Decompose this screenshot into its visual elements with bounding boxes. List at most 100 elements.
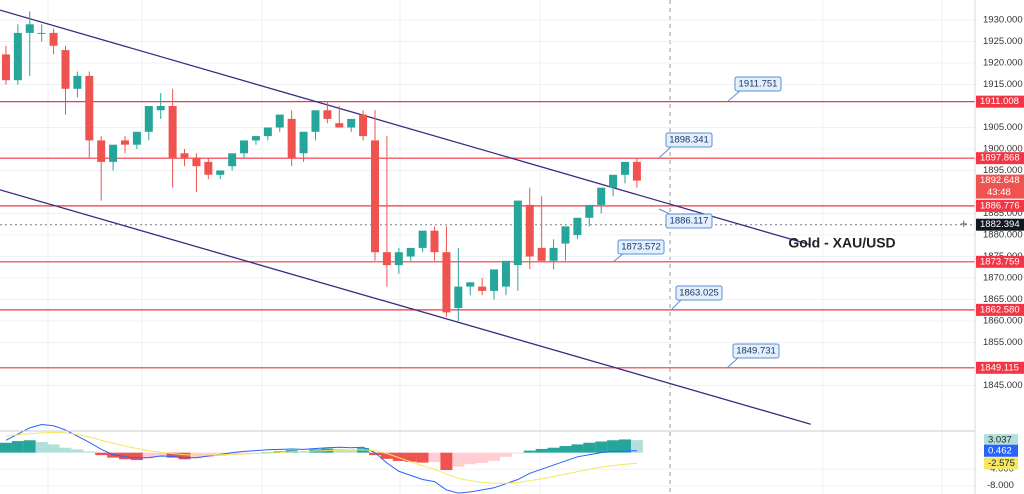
crosshair-plus: + [960, 216, 968, 231]
candle-body [394, 252, 403, 266]
macd-histogram-bar [178, 452, 191, 460]
callout-box [665, 213, 713, 229]
candle-body [61, 50, 70, 89]
callout-box [734, 76, 782, 92]
macd-histogram-bar [511, 452, 524, 454]
macd-histogram-bar [499, 452, 512, 457]
candle-body [371, 140, 379, 253]
macd-histogram-bar [380, 452, 393, 459]
chart-title: Gold - XAU/USD [788, 235, 895, 251]
y-tick-label: 1900.000 [983, 144, 1023, 155]
macd-histogram-bar [369, 452, 381, 456]
level-label-bg [976, 199, 1024, 212]
candle-body [85, 75, 94, 141]
macd-value-bg [984, 457, 1018, 470]
macd-value-bg [984, 434, 1018, 447]
candle-body [204, 161, 213, 175]
callout-box [665, 132, 713, 148]
y-tick-label: 1880.000 [983, 230, 1023, 241]
level-label-bg [976, 95, 1024, 108]
macd-histogram-bar [23, 440, 36, 453]
macd-histogram-bar [523, 450, 536, 453]
candle-body [478, 286, 487, 291]
macd-histogram-bar [11, 441, 24, 453]
macd-histogram-bar [95, 452, 108, 456]
candle-body [37, 32, 46, 34]
macd-histogram-bar [583, 442, 596, 453]
level-label: 1862.580 [980, 304, 1020, 315]
macd-value-label: 0.462 [988, 445, 1012, 456]
macd-histogram-bar [452, 452, 465, 467]
candle-body [299, 131, 308, 154]
y-tick-label: 1915.000 [983, 79, 1023, 90]
price-axis-bg [975, 0, 1024, 494]
candle-body [144, 105, 153, 132]
candle-body [180, 153, 189, 158]
level-label-bg [976, 152, 1024, 165]
candle-body [109, 144, 118, 162]
candle-body [359, 114, 368, 137]
candle-body [406, 247, 415, 257]
candle-body [347, 118, 356, 128]
callout-label: 1911.751 [739, 79, 778, 90]
macd-histogram-bar [416, 452, 429, 463]
current-price-bg [976, 218, 1024, 231]
candle-body [382, 252, 391, 266]
macd-histogram-bar [357, 448, 370, 453]
candle-body [49, 32, 58, 46]
candle-body [585, 204, 594, 218]
y-tick-label: 1930.000 [983, 15, 1023, 26]
countdown: 43:48 [987, 187, 1011, 198]
macd-histogram-bar [154, 452, 167, 457]
macd-histogram-bar [47, 444, 60, 453]
candle-body [156, 105, 165, 111]
candle-body [442, 252, 451, 313]
y-tick-label: 1885.000 [983, 208, 1023, 219]
macd-histogram-bar [35, 441, 48, 453]
macd-histogram-bar [273, 451, 286, 453]
callout-label: 1863.025 [679, 288, 719, 299]
candle-body [525, 204, 534, 257]
level-label-bg [976, 255, 1024, 268]
candle-body [501, 260, 510, 287]
level-label: 1886.776 [980, 200, 1020, 211]
level-label-bg [976, 361, 1024, 374]
macd-value-label: 3.037 [988, 435, 1012, 446]
macd-histogram-bar [547, 447, 560, 453]
level-label: 1897.868 [980, 153, 1020, 164]
macd-histogram-bar [142, 452, 155, 459]
callout-label: 1849.731 [736, 346, 776, 357]
candle-body [537, 247, 546, 261]
candle-body [192, 157, 201, 167]
macd-histogram-bar [535, 448, 548, 453]
callout-box [675, 285, 723, 301]
candle-body [287, 118, 296, 158]
plot-layer [0, 0, 975, 494]
level-label-bg [976, 303, 1024, 316]
macd-histogram-bar [619, 439, 631, 453]
callout-pointer [658, 145, 673, 159]
callout-label: 1886.117 [670, 216, 709, 227]
candle-body [513, 200, 522, 266]
macd-histogram-bar [59, 447, 72, 453]
level-label: 1911.008 [980, 96, 1019, 107]
last-price-label: 1892.648 [980, 175, 1020, 186]
candle-body [323, 110, 332, 119]
macd-value-label: -2.575 [988, 458, 1015, 469]
macd-histogram-bar [476, 452, 489, 463]
callout-label: 1873.572 [621, 242, 661, 253]
candle-body [490, 269, 499, 291]
y-tick-label: 1855.000 [983, 337, 1023, 348]
candle-body [275, 114, 284, 128]
macd-signal-line [5, 431, 637, 484]
candle-body [335, 123, 344, 128]
callout-box [732, 343, 780, 359]
macd-histogram-bar [488, 452, 501, 461]
candle-body [311, 110, 320, 132]
level-label: 1849.115 [980, 362, 1019, 373]
candle-body [430, 230, 439, 253]
candle-body [1, 54, 10, 81]
candle-body [454, 286, 463, 309]
candle-body [240, 140, 249, 154]
macd-histogram-bar [464, 452, 477, 465]
